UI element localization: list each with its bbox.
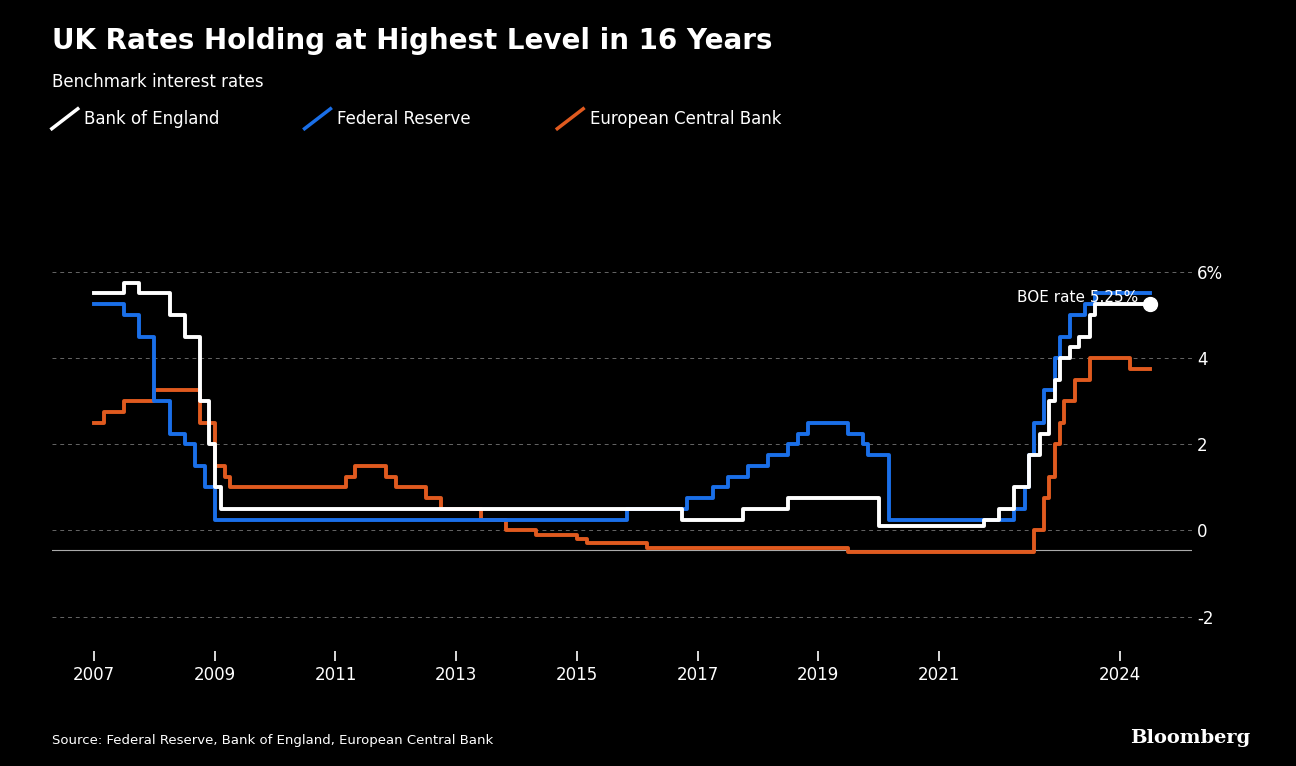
Text: European Central Bank: European Central Bank [590,110,781,128]
Text: Bank of England: Bank of England [84,110,219,128]
Text: BOE rate 5.25%: BOE rate 5.25% [1017,290,1139,306]
Text: Federal Reserve: Federal Reserve [337,110,470,128]
Text: UK Rates Holding at Highest Level in 16 Years: UK Rates Holding at Highest Level in 16 … [52,27,772,55]
Text: Source: Federal Reserve, Bank of England, European Central Bank: Source: Federal Reserve, Bank of England… [52,734,492,747]
Text: Benchmark interest rates: Benchmark interest rates [52,73,263,90]
Text: Bloomberg: Bloomberg [1130,729,1251,747]
